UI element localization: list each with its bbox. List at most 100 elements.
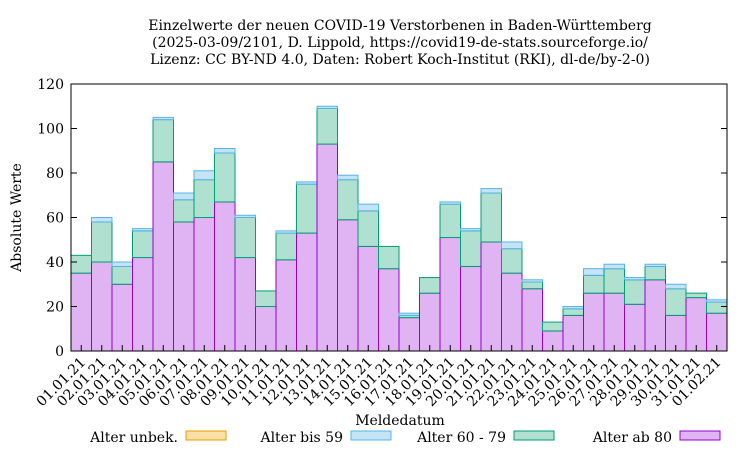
bar-15.01.21-series-2	[357, 203, 379, 212]
legend-label-3: Alter ab 80	[592, 430, 672, 446]
bar-13.01.21-series-1	[316, 107, 338, 145]
bar-05.01.21-series-0	[152, 161, 174, 352]
bar-04.01.21-series-2	[132, 228, 154, 232]
bar-21.01.21-series-1	[480, 192, 502, 243]
bar-13.01.21-series-0	[316, 143, 338, 352]
bar-19.01.21-series-1	[439, 203, 461, 239]
bar-18.01.21-series-1	[419, 277, 441, 294]
bar-08.01.21-series-2	[214, 148, 236, 154]
y-axis: 0 20 40 60 80 100 120	[37, 77, 727, 360]
bar-06.01.21-series-2	[173, 192, 195, 201]
bar-27.01.21-series-2	[603, 263, 625, 270]
bar-21.01.21-series-2	[480, 188, 502, 194]
bar-25.01.21-series-1	[562, 308, 584, 316]
bar-27.01.21-series-0	[603, 292, 625, 352]
bar-02.01.21-series-1	[91, 221, 113, 263]
bar-22.01.21-series-2	[501, 241, 523, 250]
bar-09.01.21-series-2	[234, 214, 256, 218]
bar-26.01.21-series-2	[583, 268, 605, 276]
bar-15.01.21-series-1	[357, 210, 379, 247]
bars-group	[70, 105, 728, 352]
y-tick-label-2: 40	[46, 255, 64, 271]
bar-22.01.21-series-1	[501, 248, 523, 274]
bar-17.01.21-series-2	[398, 312, 420, 316]
bar-03.01.21-series-1	[111, 265, 133, 285]
bar-01.02.21-series-2	[706, 299, 728, 303]
y-tick-label-1: 20	[46, 300, 64, 316]
bar-14.01.21-series-1	[337, 179, 359, 221]
bar-01.01.21-series-0	[70, 272, 92, 352]
bar-03.01.21-series-0	[111, 283, 133, 352]
bar-10.01.21-series-0	[255, 306, 277, 352]
legend-label-2: Alter 60 - 79	[416, 430, 506, 446]
bar-01.01.21-series-1	[70, 254, 92, 274]
bar-07.01.21-series-2	[193, 170, 215, 181]
x-axis-label: Meldedatum	[355, 413, 445, 429]
y-tick-label-5: 100	[37, 122, 64, 138]
bar-26.01.21-series-1	[583, 274, 605, 294]
bar-20.01.21-series-1	[460, 230, 482, 267]
bar-05.01.21-series-1	[152, 119, 174, 163]
bar-31.01.21-series-0	[685, 297, 707, 352]
bar-07.01.21-series-1	[193, 179, 215, 219]
bar-13.01.21-series-2	[316, 105, 338, 109]
y-tick-label-0: 0	[55, 344, 64, 360]
legend-swatch-2	[513, 430, 555, 441]
legend-swatch-3	[679, 430, 721, 441]
bar-08.01.21-series-0	[214, 201, 236, 352]
bar-31.01.21-series-1	[685, 292, 707, 299]
legend-swatch-1	[350, 430, 392, 441]
bar-23.01.21-series-0	[521, 288, 543, 352]
bar-10.01.21-series-1	[255, 290, 277, 307]
bar-29.01.21-series-2	[644, 263, 666, 267]
bar-25.01.21-series-2	[562, 306, 584, 310]
bar-22.01.21-series-0	[501, 272, 523, 352]
chart-title: Einzelwerte der neuen COVID-19 Verstorbe…	[148, 18, 652, 68]
bar-11.01.21-series-2	[275, 230, 297, 234]
bar-16.01.21-series-0	[378, 268, 400, 352]
bar-04.01.21-series-1	[132, 230, 154, 259]
bar-20.01.21-series-0	[460, 265, 482, 352]
title-line-3: Lizenz: CC BY-ND 4.0, Daten: Robert Koch…	[150, 52, 650, 68]
bar-03.01.21-series-2	[111, 261, 133, 267]
bar-09.01.21-series-0	[234, 257, 256, 352]
y-tick-label-6: 120	[37, 77, 64, 93]
x-axis: 01.01.2102.01.2103.01.2104.01.2105.01.21…	[34, 345, 725, 410]
bar-14.01.21-series-0	[337, 219, 359, 352]
y-tick-label-3: 60	[46, 211, 64, 227]
bar-05.01.21-series-2	[152, 116, 174, 121]
bar-19.01.21-series-0	[439, 237, 461, 352]
bar-01.02.21-series-1	[706, 301, 728, 314]
bar-30.01.21-series-1	[665, 288, 687, 316]
bar-18.01.21-series-0	[419, 292, 441, 352]
bar-12.01.21-series-1	[296, 183, 318, 234]
bar-23.01.21-series-2	[521, 279, 543, 283]
bar-19.01.21-series-2	[439, 201, 461, 205]
bar-28.01.21-series-1	[624, 279, 646, 305]
bar-11.01.21-series-0	[275, 259, 297, 352]
bar-15.01.21-series-0	[357, 245, 379, 352]
bar-20.01.21-series-2	[460, 228, 482, 232]
bar-28.01.21-series-2	[624, 277, 646, 281]
bar-12.01.21-series-0	[296, 232, 318, 352]
bar-04.01.21-series-0	[132, 257, 154, 352]
bar-27.01.21-series-1	[603, 268, 625, 294]
legend: Alter unbek. Alter bis 59 Alter 60 - 79 Alt…	[89, 430, 721, 446]
bar-08.01.21-series-1	[214, 152, 236, 203]
bar-29.01.21-series-0	[644, 279, 666, 352]
bar-06.01.21-series-0	[173, 221, 195, 352]
legend-swatch-0	[185, 430, 227, 441]
bar-29.01.21-series-1	[644, 265, 666, 281]
title-line-1: Einzelwerte der neuen COVID-19 Verstorbe…	[148, 18, 652, 34]
bar-16.01.21-series-1	[378, 245, 400, 270]
bar-02.01.21-series-2	[91, 217, 113, 223]
legend-label-0: Alter unbek.	[89, 430, 178, 446]
y-axis-label: Absolute Werte	[9, 163, 25, 273]
title-line-2: (2025-03-09/2101, D. Lippold, https://co…	[152, 35, 648, 51]
bar-26.01.21-series-0	[583, 292, 605, 352]
bar-06.01.21-series-1	[173, 199, 195, 223]
bar-12.01.21-series-2	[296, 181, 318, 185]
bar-14.01.21-series-2	[337, 174, 359, 181]
bar-30.01.21-series-2	[665, 283, 687, 290]
